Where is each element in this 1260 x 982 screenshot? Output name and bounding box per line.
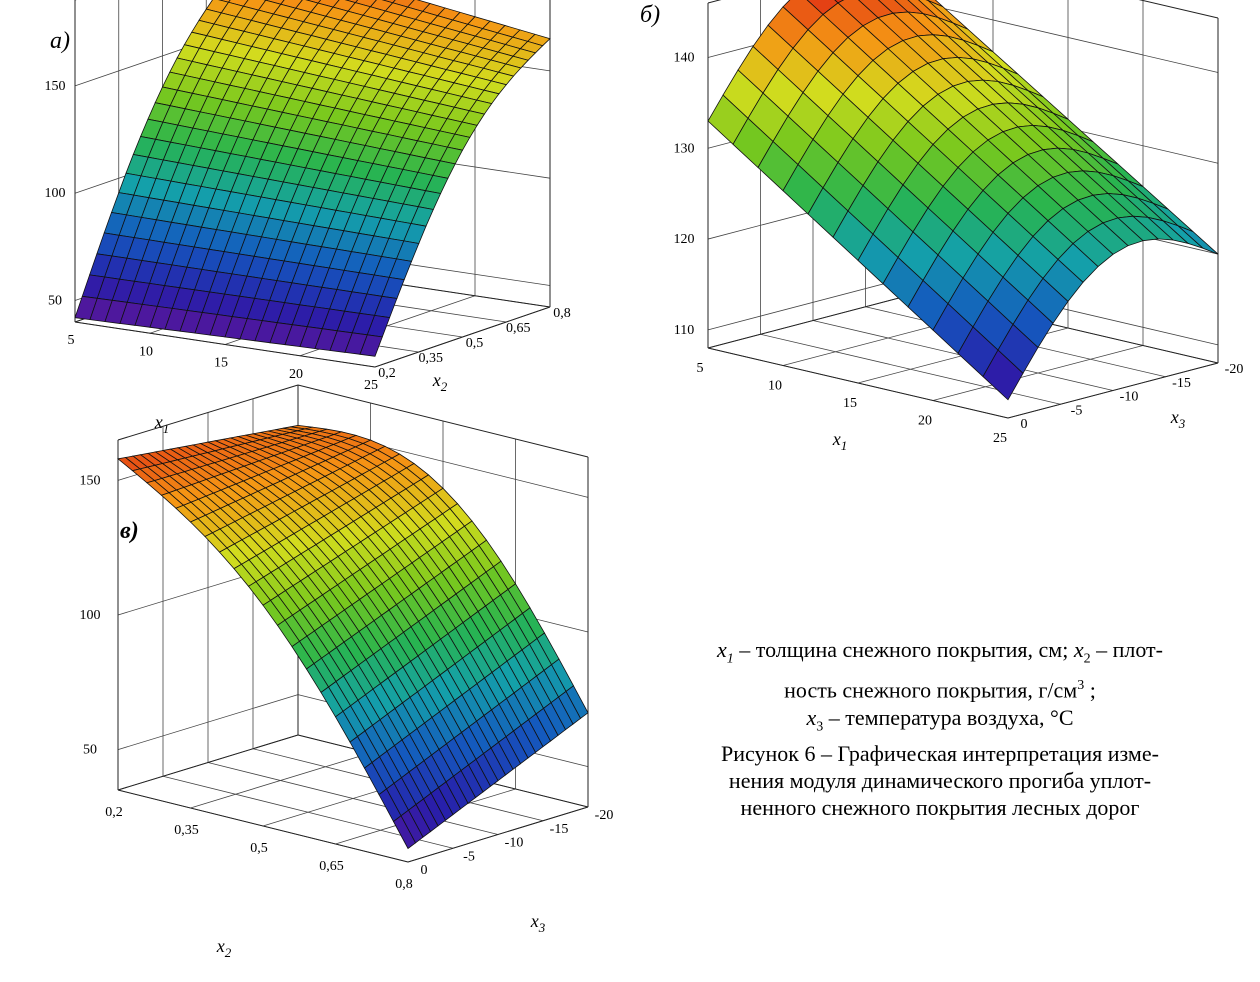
var-x2: x bbox=[1073, 637, 1084, 662]
z-tick-label: 110 bbox=[674, 323, 694, 338]
caption-line-2: ность снежного покрытия, г/см3 ; bbox=[620, 672, 1260, 703]
z-tick-label: 120 bbox=[674, 232, 695, 247]
x-tick-label: 0,5 bbox=[250, 841, 268, 856]
y-tick-label: 0,8 bbox=[553, 306, 571, 321]
caption-line-3: x3 – температура воздуха, °С bbox=[620, 704, 1260, 740]
surface-cell bbox=[392, 815, 417, 850]
figure-title-line-1: Рисунок 6 – Графическая интерпретация из… bbox=[721, 741, 1159, 767]
x-tick-label: 15 bbox=[214, 356, 228, 371]
caption-unit-sup: 3 bbox=[1077, 678, 1085, 694]
y-tick-label: -5 bbox=[463, 849, 475, 864]
z-tick-label: 50 bbox=[48, 294, 62, 309]
surface-cell bbox=[359, 334, 383, 357]
box-edge bbox=[707, 347, 1009, 419]
tick-labels: 5 10 15 20 25 0 -5 -10 -15 -20 110 120 130 140 bbox=[674, 50, 1244, 446]
y-tick-label: -15 bbox=[1172, 376, 1191, 391]
x-tick-label: 0,35 bbox=[174, 823, 199, 838]
figure-caption: x1 – толщина снежного покрытия, см; x2 –… bbox=[620, 636, 1260, 821]
panel-label: б) bbox=[640, 2, 660, 28]
z-tick-label: 140 bbox=[674, 50, 695, 65]
y-axis-label: x3 bbox=[1170, 407, 1186, 431]
figure-title-line-3: ненного снежного покрытия лесных дорог bbox=[740, 795, 1140, 821]
y-axis-label: x3 bbox=[530, 911, 546, 935]
z-tick-label: 150 bbox=[45, 79, 66, 94]
y-tick-label: -10 bbox=[1120, 390, 1139, 405]
x-tick-label: 20 bbox=[289, 367, 303, 382]
x-tick-label: 5 bbox=[68, 333, 75, 348]
var-x3: x bbox=[806, 704, 817, 730]
x-tick-label: 25 bbox=[993, 431, 1007, 446]
x-axis-label: x2 bbox=[216, 936, 232, 960]
caption-x2-desc: – плот- bbox=[1090, 637, 1163, 662]
caption-line-1: x1 – толщина снежного покрытия, см; x2 –… bbox=[620, 636, 1260, 672]
panel-label: а) bbox=[50, 28, 70, 54]
x-tick-label: 25 bbox=[364, 378, 378, 393]
surface-mesh bbox=[117, 424, 589, 850]
caption-x1-desc: – толщина снежного покрытия, см; bbox=[733, 637, 1074, 662]
box-edge bbox=[1007, 362, 1219, 419]
y-tick-label: 0,35 bbox=[419, 351, 444, 366]
var-x1: x bbox=[716, 637, 727, 662]
x-tick-label: 0,2 bbox=[105, 805, 123, 820]
x-tick-label: 0,8 bbox=[395, 877, 413, 892]
z-tick-label: 100 bbox=[45, 186, 66, 201]
surface-mesh bbox=[74, 0, 551, 357]
var-x1-sub: 1 bbox=[726, 651, 734, 667]
figure-title-line-2: нения модуля динамического прогиба уплот… bbox=[728, 768, 1152, 794]
z-grid-line bbox=[117, 694, 299, 750]
y-tick-label: -20 bbox=[1225, 362, 1244, 377]
z-tick-label: 150 bbox=[80, 473, 101, 488]
box-edge bbox=[707, 292, 919, 349]
box-edge bbox=[117, 789, 409, 863]
surface-mesh bbox=[707, 0, 1219, 401]
y-tick-label: 0,2 bbox=[378, 366, 396, 381]
box-edge bbox=[74, 321, 376, 368]
x-tick-label: 10 bbox=[139, 344, 153, 359]
floor-grid-line bbox=[207, 762, 499, 835]
y-tick-label: 0 bbox=[421, 863, 428, 878]
tick-labels: 5 10 15 20 250,2 0,35 0,5 0,65 0,8 50 100 150 bbox=[45, 79, 571, 393]
box-edge bbox=[117, 734, 299, 791]
y-axis-label: x2 bbox=[432, 370, 448, 394]
surface-plot-a: 5 10 15 20 250,2 0,35 0,5 0,65 0,8 50 100 150 x1 x2 а) bbox=[45, 0, 571, 436]
x-tick-label: 5 bbox=[697, 361, 704, 376]
caption-semicolon: ; bbox=[1084, 677, 1096, 703]
z-tick-label: 50 bbox=[83, 743, 97, 758]
box-edge bbox=[117, 384, 299, 441]
box-edge bbox=[1138, 0, 1219, 19]
y-tick-label: -5 bbox=[1071, 403, 1083, 418]
y-tick-label: 0,65 bbox=[506, 321, 531, 336]
x-axis-label: x1 bbox=[154, 412, 170, 436]
z-tick-label: 100 bbox=[80, 608, 101, 623]
surface-plot-b: 5 10 15 20 25 0 -5 -10 -15 -20 110 120 130 140 x1 x3 б) bbox=[640, 0, 1243, 453]
z-grid-line bbox=[917, 2, 1219, 73]
var-x2-sub: 2 bbox=[1083, 651, 1091, 667]
box-edge bbox=[374, 306, 551, 368]
y-tick-label: -10 bbox=[505, 836, 524, 851]
y-tick-label: 0,5 bbox=[466, 336, 484, 351]
caption-x2-unit: ность снежного покрытия, г/см bbox=[784, 677, 1078, 703]
x-tick-label: 15 bbox=[843, 396, 857, 411]
box-edge bbox=[407, 806, 589, 863]
x-tick-label: 10 bbox=[768, 379, 782, 394]
y-tick-label: 0 bbox=[1021, 417, 1028, 432]
z-tick-label: 130 bbox=[674, 141, 695, 156]
var-x3-sub: 3 bbox=[816, 719, 824, 735]
tick-labels: 0,2 0,35 0,5 0,65 0,8 0 -5 -10 -15 -20 50 100 150 bbox=[80, 473, 614, 892]
caption-x3-desc: – температура воздуха, °С bbox=[823, 704, 1074, 730]
x-tick-label: 0,65 bbox=[319, 859, 344, 874]
y-tick-label: -15 bbox=[550, 822, 569, 837]
x-axis-label: x1 bbox=[832, 429, 848, 453]
surface-cell bbox=[982, 349, 1024, 401]
surface-plot-c: 0,2 0,35 0,5 0,65 0,8 0 -5 -10 -15 -20 50 100 150 x2 x… bbox=[80, 384, 614, 960]
x-tick-label: 20 bbox=[918, 414, 932, 429]
panel-label: в) bbox=[120, 518, 139, 544]
box-edge bbox=[297, 384, 589, 458]
y-tick-label: -20 bbox=[595, 808, 614, 823]
